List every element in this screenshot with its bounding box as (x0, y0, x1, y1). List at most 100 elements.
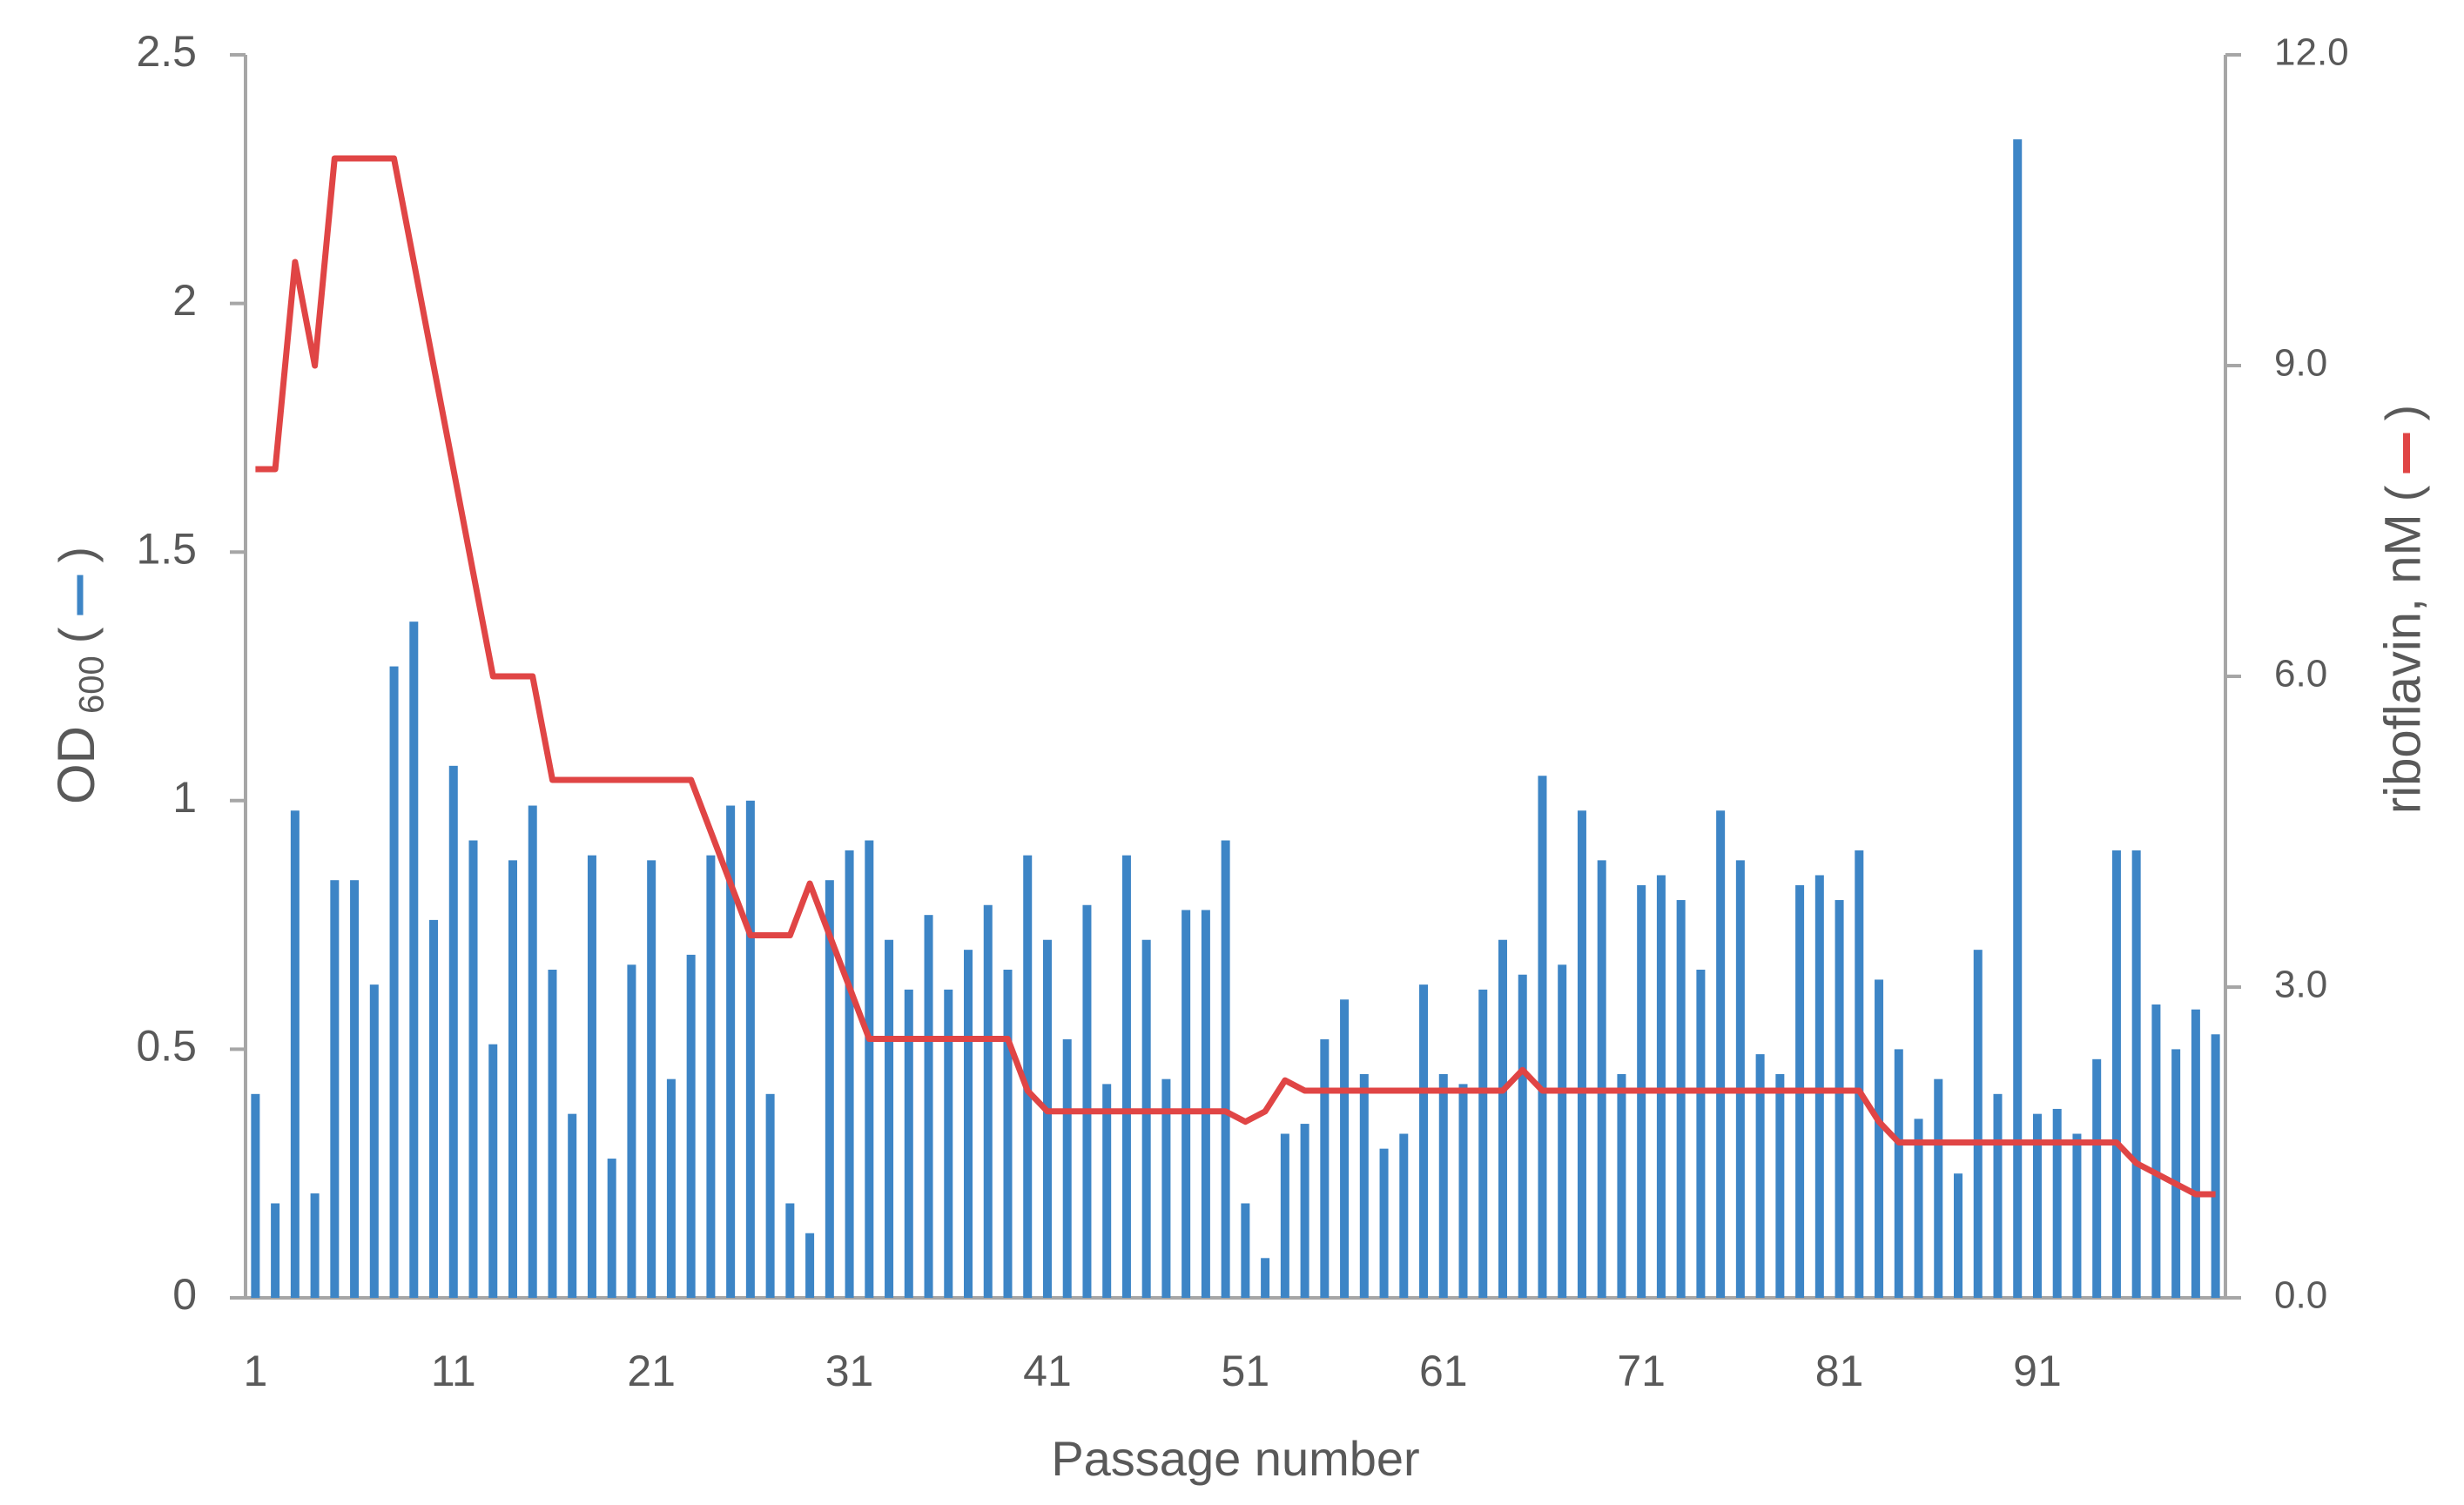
y-tick-label: 0 (172, 1270, 197, 1319)
bar (548, 970, 557, 1298)
y-tick-label: 1 (172, 773, 197, 822)
y-tick-label: 2.5 (136, 27, 197, 76)
bar (1141, 939, 1151, 1298)
x-tick-label: 11 (431, 1347, 476, 1395)
bar (409, 621, 419, 1298)
bar (1280, 1133, 1289, 1298)
bar (983, 904, 993, 1298)
bar (627, 964, 636, 1298)
bar (1617, 1073, 1626, 1298)
bar (429, 919, 439, 1298)
bar (1359, 1073, 1369, 1298)
line (255, 155, 2216, 1198)
bar (1597, 860, 1606, 1298)
bar (765, 1093, 775, 1298)
bar (2191, 1009, 2200, 1298)
bar (1954, 1173, 1963, 1298)
x-tick-label: 51 (1222, 1347, 1270, 1395)
bar (271, 1203, 280, 1298)
y-title-sub: 600 (73, 655, 111, 714)
bar (1538, 776, 1547, 1298)
x-tick-label: 21 (627, 1347, 676, 1395)
bar (1498, 939, 1507, 1298)
bar (2211, 1034, 2220, 1298)
bar (2092, 1058, 2102, 1298)
bar (1201, 910, 1210, 1298)
bar (1320, 1038, 1330, 1298)
bar (1894, 1049, 1903, 1298)
bar (1558, 964, 1567, 1298)
legend-bracket: ) (49, 547, 104, 563)
bar (2032, 1113, 2042, 1298)
bar (1399, 1133, 1409, 1298)
bar (1182, 910, 1191, 1298)
bar (468, 840, 478, 1298)
bar (745, 800, 755, 1298)
bar (2171, 1049, 2181, 1298)
bar (1696, 970, 1706, 1298)
bar (1973, 950, 1983, 1298)
bar (1121, 855, 1131, 1298)
bar (2111, 850, 2121, 1298)
x-tick-label: 61 (1419, 1347, 1468, 1395)
bar (1478, 989, 1488, 1298)
y2-tick-label: 0.0 (2274, 1274, 2327, 1317)
y-tick-label: 1.5 (136, 524, 197, 573)
bar (964, 950, 973, 1298)
bar (488, 1044, 498, 1298)
bar (726, 805, 736, 1298)
bar (1855, 850, 1864, 1298)
bar (924, 915, 933, 1298)
bar (1676, 900, 1686, 1298)
bar (1419, 984, 1429, 1298)
legend-bracket: ( (2375, 485, 2430, 501)
bar (1221, 840, 1230, 1298)
x-tick-label: 41 (1023, 1347, 1072, 1395)
bar (1062, 1038, 1072, 1298)
x-tick-label: 1 (243, 1347, 267, 1395)
bar (1458, 1084, 1468, 1298)
bar (1082, 904, 1092, 1298)
bar (290, 810, 300, 1298)
bar (1716, 810, 1726, 1298)
bar (310, 1193, 320, 1298)
bar (2131, 850, 2141, 1298)
bar (2013, 139, 2023, 1298)
bar (389, 666, 399, 1298)
y2-tick-label: 3.0 (2274, 964, 2327, 1006)
y-tick-label: 0.5 (136, 1022, 197, 1071)
bar (568, 1113, 577, 1298)
y2-title: riboflavin, nM (2374, 514, 2431, 814)
x-axis-title: Passage number (1051, 1431, 1419, 1486)
y-title: OD (47, 726, 105, 804)
bar (666, 1078, 676, 1298)
bar (904, 989, 913, 1298)
x-tick-label: 71 (1617, 1347, 1666, 1395)
bar (1161, 1078, 1171, 1298)
bar (1835, 900, 1844, 1298)
bar (508, 860, 517, 1298)
bar (1300, 1124, 1309, 1298)
y-axis-title: riboflavin, nM () (2374, 405, 2431, 814)
bar (825, 880, 834, 1298)
bar (885, 939, 894, 1298)
bar (1042, 939, 1052, 1298)
bar (1914, 1119, 1923, 1298)
legend-bracket: ( (49, 627, 104, 643)
bar (2151, 1004, 2161, 1298)
bar (647, 860, 656, 1298)
bar (369, 984, 379, 1298)
bar (1735, 860, 1745, 1298)
y-axis-title: OD 600 () (47, 547, 111, 804)
x-tick-label: 91 (2013, 1347, 2062, 1395)
x-tick-label: 31 (825, 1347, 874, 1395)
bar (706, 855, 716, 1298)
bar (865, 840, 874, 1298)
y2-tick-label: 9.0 (2274, 342, 2327, 385)
bar (1814, 875, 1824, 1298)
bar (805, 1233, 815, 1298)
bar (1438, 1073, 1448, 1298)
bar (1340, 999, 1350, 1298)
